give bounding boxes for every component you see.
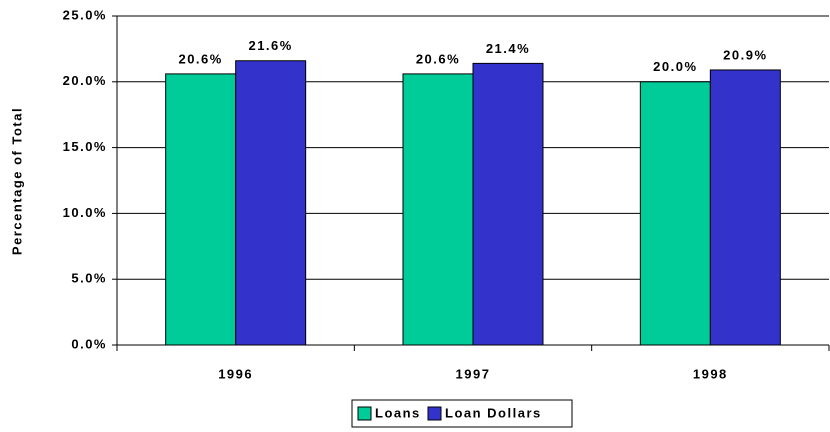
y-tick-label: 20.0% bbox=[63, 73, 107, 88]
value-label: 20.6% bbox=[178, 51, 222, 66]
bar bbox=[235, 60, 307, 346]
y-tick-label: 15.0% bbox=[63, 139, 107, 154]
value-label: 20.6% bbox=[416, 51, 460, 66]
legend-swatch bbox=[427, 406, 442, 421]
legend-swatch bbox=[357, 406, 372, 421]
bar bbox=[472, 62, 544, 346]
bar bbox=[165, 73, 237, 346]
bar bbox=[639, 81, 711, 346]
value-label: 20.9% bbox=[723, 47, 767, 62]
y-tick-label: 0.0% bbox=[71, 336, 107, 351]
legend-box bbox=[351, 399, 573, 428]
y-tick-label: 10.0% bbox=[63, 205, 107, 220]
value-label: 21.4% bbox=[486, 41, 530, 56]
legend-label: Loan Dollars bbox=[445, 405, 542, 420]
bar bbox=[402, 73, 474, 346]
x-tick-label: 1996 bbox=[218, 366, 253, 381]
y-tick-label: 25.0% bbox=[63, 7, 107, 22]
value-label: 20.0% bbox=[653, 59, 697, 74]
legend-label: Loans bbox=[375, 405, 421, 420]
y-axis-label: Percentage of Total bbox=[9, 107, 24, 255]
bar bbox=[709, 69, 781, 346]
value-label: 21.6% bbox=[248, 38, 292, 53]
y-tick-label: 5.0% bbox=[71, 271, 107, 286]
x-tick-label: 1997 bbox=[456, 366, 491, 381]
x-tick-label: 1998 bbox=[693, 366, 728, 381]
